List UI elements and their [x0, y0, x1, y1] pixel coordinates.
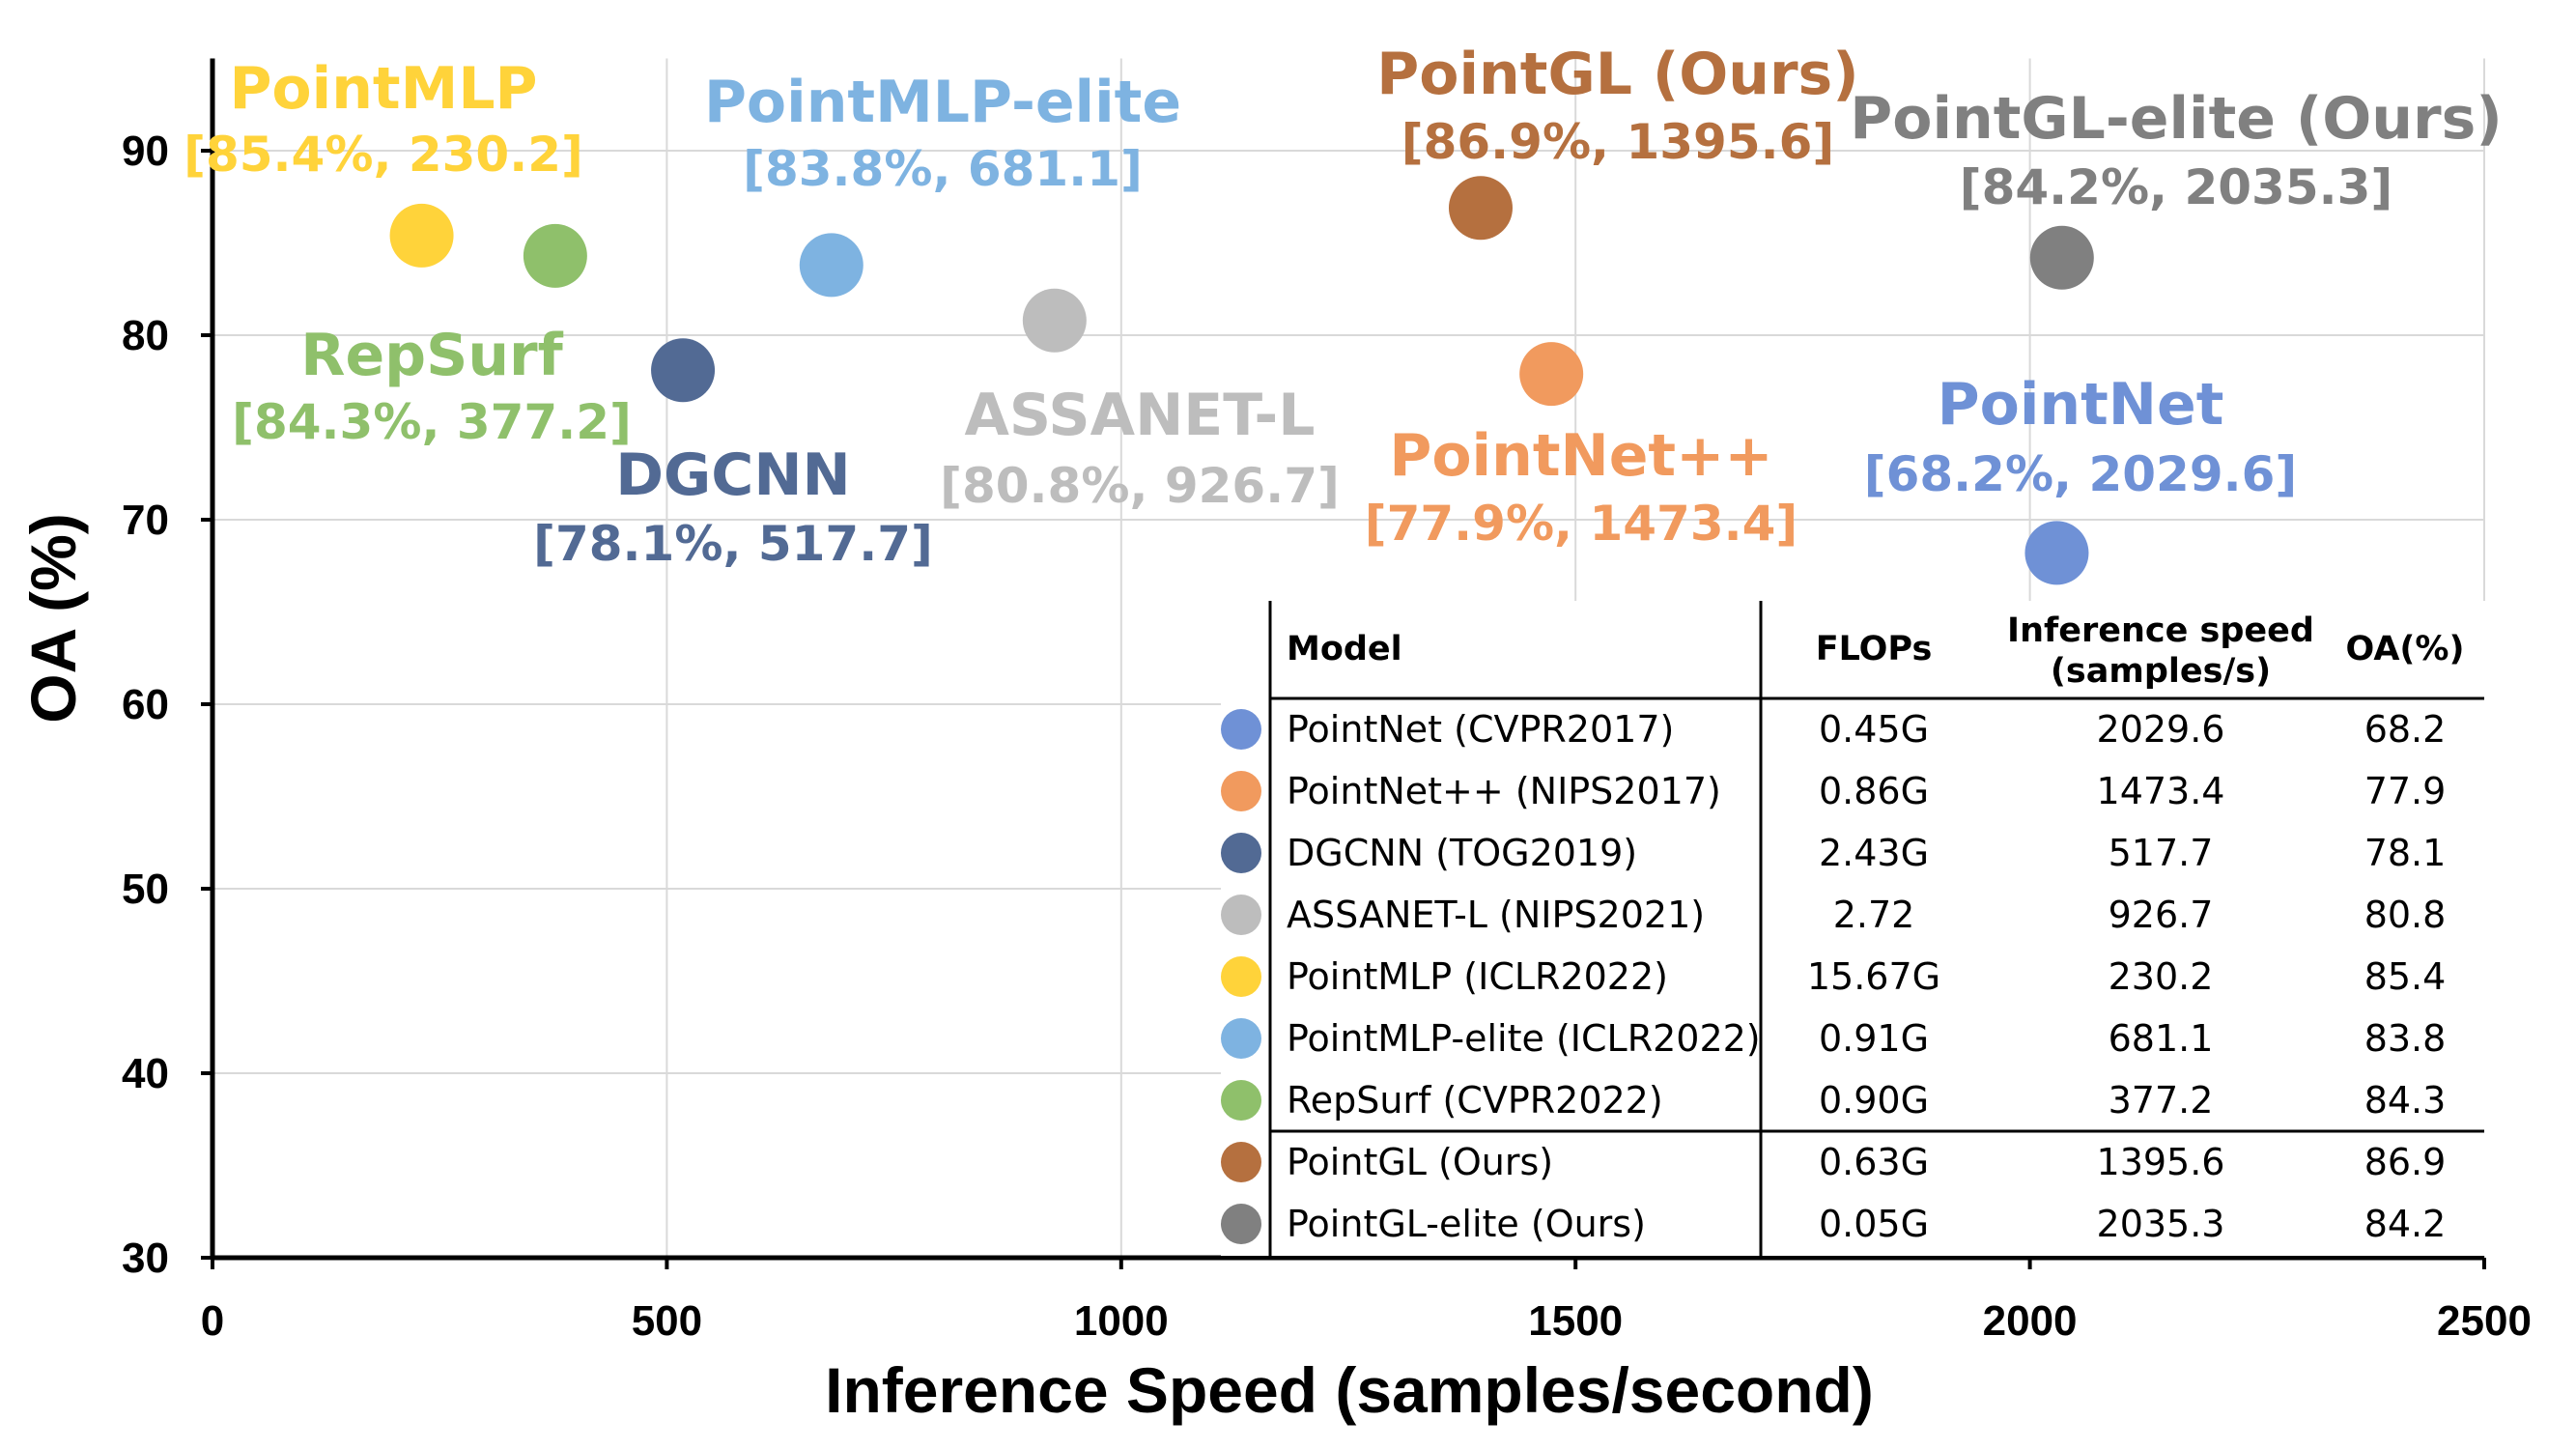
table-cell-oa: 84.3: [2364, 1079, 2447, 1122]
table-row-swatch: [1221, 1080, 1261, 1121]
table-header-speed-unit: (samples/s): [2051, 652, 2271, 691]
point-marker: [2024, 521, 2089, 585]
y-tick-label: 40: [122, 1050, 169, 1097]
y-tick-label: 80: [122, 312, 169, 359]
point-name-label: PointGL (Ours): [1376, 41, 1858, 108]
point-name-label: PointMLP: [229, 55, 537, 123]
table-row-swatch: [1221, 956, 1261, 997]
point-value-label: [77.9%, 1473.4]: [1365, 496, 1798, 552]
table-header-oa: OA(%): [2346, 630, 2465, 668]
point-value-label: [84.3%, 377.2]: [232, 394, 632, 450]
point-value-label: [80.8%, 926.7]: [940, 458, 1340, 514]
x-tick-label: 1000: [1074, 1297, 1169, 1345]
table-cell-flops: 0.91G: [1819, 1017, 1929, 1060]
table-cell-oa: 68.2: [2364, 708, 2447, 751]
y-tick-label: 30: [122, 1235, 169, 1282]
table-row-swatch: [1221, 771, 1261, 811]
point-labels: PointMLP[85.4%, 230.2] RepSurf[84.3%, 377…: [184, 41, 2503, 572]
x-tick-label: 2000: [1983, 1297, 2078, 1345]
point-name-label: PointNet: [1938, 371, 2224, 439]
point-marker: [389, 203, 454, 268]
table-header-model: Model: [1287, 630, 1402, 668]
table-cell-speed: 377.2: [2109, 1079, 2214, 1122]
x-tick-label: 2500: [2437, 1297, 2532, 1345]
table-cell-speed: 926.7: [2109, 894, 2214, 936]
table-cell-model: PointGL-elite (Ours): [1287, 1203, 1646, 1245]
table-cell-model: PointNet++ (NIPS2017): [1287, 770, 1721, 812]
tick-labels: 0 500 1000 1500 2000 2500 30 40 50 60 70 80 90: [122, 128, 2532, 1345]
table-cell-speed: 2029.6: [2097, 708, 2225, 751]
table-cell-flops: 0.86G: [1819, 770, 1929, 812]
table-cell-oa: 84.2: [2364, 1203, 2447, 1245]
axes: [201, 58, 2486, 1269]
point-name-label: PointMLP-elite: [704, 69, 1181, 136]
point-marker: [1448, 176, 1513, 241]
x-tick-label: 500: [632, 1297, 702, 1345]
comparison-table: Model FLOPs Inference speed(samples/s) OA(%…: [1221, 601, 2486, 1258]
point-value-label: [78.1%, 517.7]: [533, 516, 933, 572]
table-cell-speed: 1395.6: [2097, 1141, 2225, 1183]
table-cell-flops: 0.05G: [1819, 1203, 1929, 1245]
point-value-label: [68.2%, 2029.6]: [1864, 446, 2298, 502]
y-tick-label: 90: [122, 128, 169, 175]
table-cell-flops: 2.72: [1833, 894, 1915, 936]
table-cell-flops: 0.45G: [1819, 708, 1929, 751]
table-cell-speed: 681.1: [2109, 1017, 2214, 1060]
point-marker: [1022, 288, 1087, 353]
table-row-swatch: [1221, 709, 1261, 750]
table-cell-speed: 2035.3: [2097, 1203, 2225, 1245]
table-cell-flops: 2.43G: [1819, 832, 1929, 874]
point-value-label: [86.9%, 1395.6]: [1401, 114, 1835, 170]
table-row-swatch: [1221, 895, 1261, 935]
y-tick-label: 50: [122, 866, 169, 913]
y-axis-title: OA (%): [17, 513, 89, 724]
point-marker: [1519, 342, 1584, 407]
table-cell-model: PointMLP (ICLR2022): [1287, 955, 1668, 998]
table-cell-model: RepSurf (CVPR2022): [1287, 1079, 1663, 1122]
point-name-label: PointNet++: [1389, 422, 1772, 490]
point-name-label: ASSANET-L: [964, 382, 1315, 449]
point-value-label: [84.2%, 2035.3]: [1960, 159, 2393, 215]
table-cell-model: PointNet (CVPR2017): [1287, 708, 1674, 751]
point-marker: [523, 223, 587, 288]
table-row-swatch: [1221, 1142, 1261, 1182]
table-cell-model: DGCNN (TOG2019): [1287, 832, 1637, 874]
table-cell-oa: 78.1: [2364, 832, 2447, 874]
point-value-label: [85.4%, 230.2]: [184, 127, 583, 183]
y-tick-label: 70: [122, 497, 169, 544]
point-marker: [2029, 225, 2094, 290]
point-value-label: [83.8%, 681.1]: [743, 141, 1143, 197]
table-cell-oa: 80.8: [2364, 894, 2447, 936]
x-tick-label: 1500: [1528, 1297, 1623, 1345]
point-name-label: DGCNN: [615, 441, 851, 509]
table-row-swatch: [1221, 1204, 1261, 1244]
table-cell-flops: 0.63G: [1819, 1141, 1929, 1183]
table-cell-flops: 15.67G: [1807, 955, 1940, 998]
table-header-speed: Inference speed: [2007, 611, 2314, 650]
table-cell-model: ASSANET-L (NIPS2021): [1287, 894, 1705, 936]
point-marker: [651, 338, 716, 403]
table-cell-flops: 0.90G: [1819, 1079, 1929, 1122]
table-header-flops: FLOPs: [1816, 630, 1933, 668]
y-tick-label: 60: [122, 681, 169, 728]
table-cell-oa: 85.4: [2364, 955, 2447, 998]
x-axis-title: Inference Speed (samples/second): [825, 1354, 1874, 1426]
table-cell-oa: 86.9: [2364, 1141, 2447, 1183]
table-cell-speed: 230.2: [2109, 955, 2214, 998]
table-cell-model: PointMLP-elite (ICLR2022): [1287, 1017, 1761, 1060]
table-cell-oa: 77.9: [2364, 770, 2447, 812]
data-points: [389, 176, 2094, 585]
table-cell-speed: 1473.4: [2097, 770, 2225, 812]
point-name-label: RepSurf: [300, 322, 563, 389]
table-cell-oa: 83.8: [2364, 1017, 2447, 1060]
point-marker: [799, 233, 863, 298]
table-row-swatch: [1221, 833, 1261, 873]
table-background: [1221, 601, 2486, 1256]
point-name-label: PointGL-elite (Ours): [1850, 85, 2503, 153]
table-row-swatch: [1221, 1018, 1261, 1059]
x-tick-label: 0: [201, 1297, 224, 1345]
table-cell-speed: 517.7: [2109, 832, 2214, 874]
table-cell-model: PointGL (Ours): [1287, 1141, 1553, 1183]
